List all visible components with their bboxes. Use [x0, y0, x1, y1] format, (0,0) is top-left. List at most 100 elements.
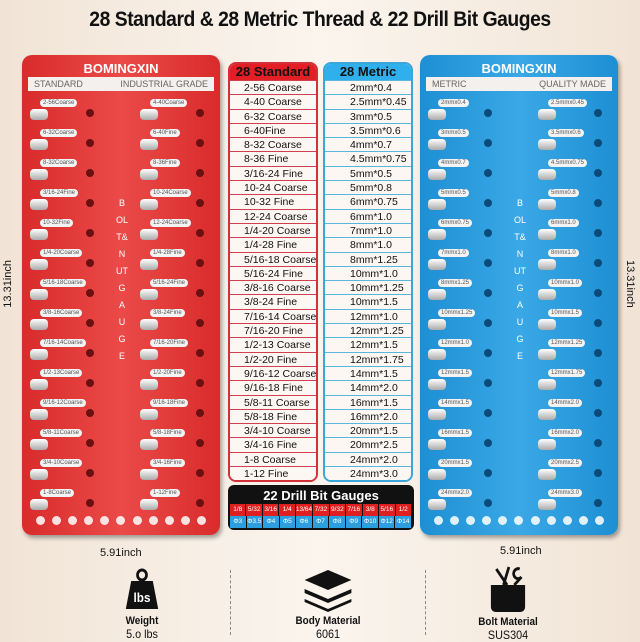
gauge-label: 3mmx0.5	[438, 129, 469, 137]
gauge-slot: 2.5mmx0.45	[538, 97, 608, 127]
gauge-slot: 2mmx0.4	[428, 97, 498, 127]
bolt	[428, 259, 446, 270]
gauge-slot: 7/16-14Coarse	[30, 337, 100, 367]
page-title: 28 Standard & 28 Metric Thread & 22 Dril…	[89, 8, 551, 31]
nut-hole	[86, 169, 94, 177]
gauge-slot: 14mmx1.5	[428, 397, 498, 427]
nut-hole	[86, 139, 94, 147]
table-row: 4-40 Coarse	[230, 94, 316, 109]
table-row: 1/4-28 Fine	[230, 237, 316, 252]
gauge-label: 3.5mmx0.6	[548, 129, 584, 137]
table-row: 9/16-12 Coarse	[230, 365, 316, 381]
bolt	[428, 319, 446, 330]
nut-hole	[86, 349, 94, 357]
gauge-slot: 10mmx1.5	[538, 307, 608, 337]
bolt	[30, 229, 48, 240]
nut-hole	[196, 259, 204, 267]
gauge-slot: 3/8-24Fine	[140, 307, 210, 337]
vertical-text: BOLT&NUTGAUGE	[514, 198, 527, 361]
gauge-label: 5/16-18Coarse	[40, 279, 86, 287]
feature-label: Weight	[125, 615, 159, 627]
table-row: 1-12 Fine	[230, 466, 316, 481]
gauge-label: 9/16-12Coarse	[40, 399, 86, 407]
divider	[230, 570, 231, 635]
width-dimension: 5.91inch	[100, 547, 142, 559]
nut-hole	[484, 199, 492, 207]
gauge-slot: 6mmx0.75	[428, 217, 498, 247]
nut-hole	[196, 199, 204, 207]
drill-size-cell: Φ3.5	[246, 516, 264, 528]
drill-size-cell: Φ8	[329, 516, 346, 528]
nut-hole	[484, 229, 492, 237]
nut-hole	[594, 379, 602, 387]
gauge-slot: 1-12Fine	[140, 487, 210, 517]
gauge-label: 1/4-20Coarse	[40, 249, 83, 257]
gauge-column: 2-56Coarse 6-32Coarse 8-32Coarse 3/16-24Fin…	[30, 97, 100, 517]
bolt	[428, 349, 446, 360]
drill-bit-table: 22 Drill Bit Gauges 1/8 5/32 3/16 1/4 13/64 7…	[228, 485, 414, 530]
gauge-slot: 6mmx1.0	[538, 217, 608, 247]
table-row: 10-24 Coarse	[230, 180, 316, 195]
bolt	[30, 319, 48, 330]
feature-value: 6061	[315, 627, 341, 641]
nut-hole	[86, 409, 94, 417]
feature-value: SUS304	[487, 628, 529, 642]
nut-hole	[196, 409, 204, 417]
gauge-slot: 1/4-28Fine	[140, 247, 210, 277]
nut-hole	[196, 379, 204, 387]
gauge-slot: 20mmx2.5	[538, 457, 608, 487]
bolt	[30, 289, 48, 300]
divider	[425, 570, 426, 635]
bolt	[30, 199, 48, 210]
nut-hole	[86, 499, 94, 507]
bolt	[538, 499, 556, 510]
gauge-label: 5/16-24Fine	[150, 279, 189, 287]
bolt	[140, 469, 158, 480]
nut-hole	[594, 169, 602, 177]
table-row: 14mm*2.0	[325, 380, 411, 395]
gauge-label: 1/2-20Fine	[150, 369, 185, 377]
table-row: 1/2-20 Fine	[230, 351, 316, 366]
gauge-slot: 8mmx1.0	[538, 247, 608, 277]
gauge-slot: 5/8-18Fine	[140, 427, 210, 457]
bolt	[30, 499, 48, 510]
nut-hole	[484, 319, 492, 327]
nut-hole	[484, 469, 492, 477]
bolt	[538, 199, 556, 210]
table-row: 7/16-20 Fine	[230, 323, 316, 338]
table-row: 16mm*1.5	[325, 394, 411, 409]
bolt	[30, 349, 48, 360]
drill-size-cell: 7/32	[313, 504, 330, 516]
gauge-slot: 10mmx1.0	[538, 277, 608, 307]
drill-header: 22 Drill Bit Gauges	[263, 488, 379, 503]
bolt	[30, 139, 48, 150]
feature-bolt-material: Bolt Material SUS304	[454, 565, 562, 642]
gauge-label: 12mmx1.5	[438, 369, 473, 377]
gauge-slot: 24mmx3.0	[538, 487, 608, 517]
plate-label: STANDARD	[34, 79, 83, 89]
gauge-slot: 5/8-11Coarse	[30, 427, 100, 457]
nut-hole	[484, 289, 492, 297]
nut-hole	[484, 109, 492, 117]
table-row: 3/8-24 Fine	[230, 294, 316, 309]
drill-size-cell: 5/16	[379, 504, 396, 516]
gauge-slot: 24mmx2.0	[428, 487, 498, 517]
table-row: 8-32 Coarse	[230, 137, 316, 152]
table-row: 2mm*0.4	[325, 80, 411, 95]
gauge-slot: 4-40Coarse	[140, 97, 210, 127]
table-row: 5mm*0.8	[325, 180, 411, 195]
gauge-label: 10mmx1.5	[548, 309, 583, 317]
gauge-label: 2.5mmx0.45	[548, 99, 588, 107]
table-row: 1/4-20 Coarse	[230, 222, 316, 238]
nut-hole	[196, 229, 204, 237]
nut-hole	[594, 469, 602, 477]
nut-hole	[484, 259, 492, 267]
gauge-slot: 10-24Coarse	[140, 187, 210, 217]
metric-table: 28 Metric 2mm*0.4 2.5mm*0.45 3mm*0.5 3.5mm*…	[323, 62, 413, 483]
svg-text:lbs: lbs	[134, 590, 151, 605]
gauge-column: 2.5mmx0.45 3.5mmx0.6 4.5mmx0.75 5mmx0.8 6mmx…	[538, 97, 608, 517]
bolt	[140, 229, 158, 240]
table-row: 12mm*1.0	[325, 308, 411, 324]
drill-size-cell: Φ7	[312, 516, 330, 528]
gauge-slot: 10-32Fine	[30, 217, 100, 247]
